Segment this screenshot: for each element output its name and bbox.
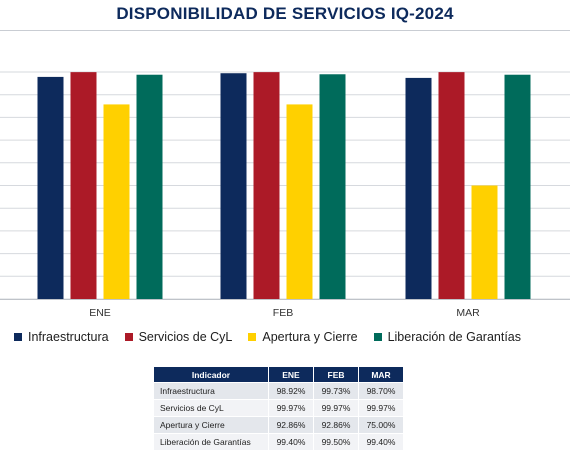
bar-liberacion-de-garantias-feb: [319, 74, 346, 300]
bar-chart: ENE FEB MAR: [0, 71, 570, 319]
legend-label: Apertura y Cierre: [262, 330, 358, 344]
legend-swatch: [248, 333, 257, 341]
x-tick-label: MAR: [456, 307, 480, 319]
table-row: Servicios de CyL 99.97% 99.97% 99.97%: [154, 400, 403, 416]
chart-legend: Infraestructura Servicios de CyL Apertura …: [0, 327, 570, 347]
bar-apertura-y-cierre-ene: [103, 104, 130, 299]
title-divider: [0, 30, 570, 31]
bar-liberacion-de-garantias-mar: [504, 74, 531, 299]
table-cell: Infraestructura: [154, 383, 268, 399]
table-cell: 92.86%: [314, 417, 358, 433]
legend-item-apertura-y-cierre: Apertura y Cierre: [248, 330, 358, 344]
legend-label: Liberación de Garantías: [387, 330, 521, 344]
table-cell: 99.97%: [359, 400, 403, 416]
table-cell: Liberación de Garantías: [154, 434, 268, 450]
table-cell: 98.70%: [359, 383, 403, 399]
availability-table: Indicador ENE FEB MAR Infraestructura 98…: [153, 366, 404, 451]
table-cell: 99.40%: [269, 434, 313, 450]
table-row: Infraestructura 98.92% 99.73% 98.70%: [154, 383, 403, 399]
table-cell: 99.97%: [314, 400, 358, 416]
table-cell: 92.86%: [269, 417, 313, 433]
table-cell: 99.40%: [359, 434, 403, 450]
legend-swatch: [14, 333, 22, 341]
table-cell: 75.00%: [359, 417, 403, 433]
table-row: Apertura y Cierre 92.86% 92.86% 75.00%: [154, 417, 403, 433]
table-header-ene: ENE: [269, 367, 313, 382]
legend-item-infraestructura: Infraestructura: [14, 330, 109, 344]
bar-servicios-de-cyl-feb: [253, 72, 280, 299]
table-cell: 99.50%: [314, 434, 358, 450]
legend-swatch: [373, 333, 382, 341]
table-header-feb: FEB: [314, 367, 358, 382]
table-cell: 98.92%: [269, 383, 313, 399]
bar-servicios-de-cyl-mar: [438, 72, 465, 299]
legend-swatch: [124, 333, 133, 341]
table-cell: 99.97%: [269, 400, 313, 416]
table-header-row: Indicador ENE FEB MAR: [154, 367, 403, 382]
bar-liberacion-de-garantias-ene: [136, 74, 163, 299]
bar-infraestructura-feb: [220, 73, 247, 299]
x-tick-label: FEB: [273, 307, 293, 319]
legend-item-servicios-de-cyl: Servicios de CyL: [124, 330, 233, 344]
table-cell: 99.73%: [314, 383, 358, 399]
legend-label: Servicios de CyL: [138, 330, 233, 344]
table-cell: Servicios de CyL: [154, 400, 268, 416]
table-cell: Apertura y Cierre: [154, 417, 268, 433]
bar-infraestructura-ene: [37, 76, 64, 299]
table-header-mar: MAR: [359, 367, 403, 382]
chart-title: DISPONIBILIDAD DE SERVICIOS IQ-2024: [116, 4, 454, 23]
legend-item-liberacion-de-garantias: Liberación de Garantías: [373, 330, 521, 344]
table-header-indicador: Indicador: [154, 367, 268, 382]
bar-apertura-y-cierre-feb: [286, 104, 313, 299]
legend-label: Infraestructura: [28, 330, 109, 344]
bar-servicios-de-cyl-ene: [70, 72, 97, 299]
table-row: Liberación de Garantías 99.40% 99.50% 99…: [154, 434, 403, 450]
bar-infraestructura-mar: [405, 77, 432, 299]
x-tick-label: ENE: [89, 307, 111, 319]
bar-apertura-y-cierre-mar: [471, 185, 498, 299]
